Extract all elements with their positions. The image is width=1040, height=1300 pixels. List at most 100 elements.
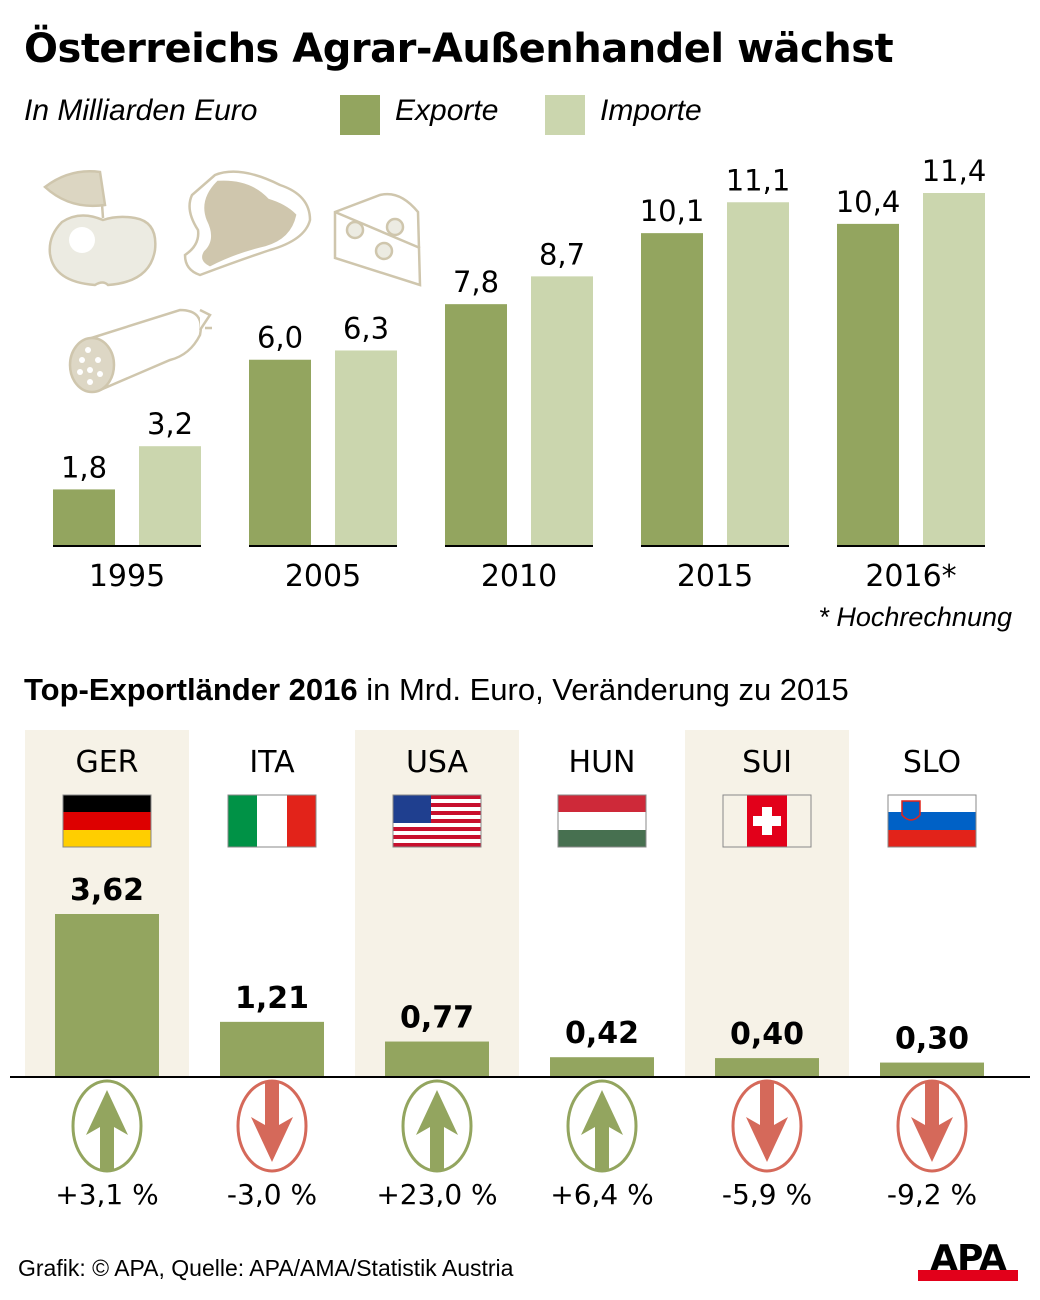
value-label: 10,4	[836, 185, 901, 219]
country-column-usa: USA 0,77 +23,0 %	[355, 730, 519, 1211]
flag-part	[393, 835, 481, 839]
value-label: 1,21	[235, 981, 309, 1016]
export-countries-chart: GER 3,62 +3,1 % ITA 1,21 -3,0 % USA 0,77 +23,0 %…	[10, 730, 1030, 1211]
legend-swatch-imports	[545, 95, 585, 135]
flag-ita-icon	[227, 794, 317, 848]
bar-export-ITA	[220, 1021, 324, 1076]
flag-part	[393, 823, 481, 827]
bar-export-USA	[385, 1041, 489, 1076]
change-label: +3,1 %	[55, 1178, 159, 1211]
flag-sui-icon	[722, 794, 812, 848]
flag-part	[393, 819, 481, 823]
value-label: 1,8	[61, 450, 107, 484]
flag-part	[558, 830, 646, 847]
flag-part	[257, 795, 287, 847]
slovenia-coat-of-arms	[901, 800, 921, 821]
footnote: * Hochrechnung	[818, 602, 1012, 632]
country-column-ita: ITA 1,21 -3,0 %	[220, 745, 324, 1211]
flag-part	[63, 795, 151, 812]
value-label: 11,4	[922, 154, 987, 188]
section-title-bold: Top-Exportländer 2016	[24, 672, 358, 707]
value-label: 0,30	[895, 1022, 969, 1057]
country-column-slo: SLO 0,30 -9,2 %	[880, 745, 984, 1211]
bar-import-1995	[139, 446, 201, 545]
arrow-down-icon	[731, 1079, 803, 1173]
flag-part	[393, 831, 481, 835]
bar-export-2016*	[837, 223, 899, 545]
bar-export-HUN	[550, 1057, 654, 1076]
arrow-shape	[911, 1082, 953, 1162]
country-code: SLO	[903, 745, 961, 780]
meat-icon	[183, 170, 312, 277]
apple-icon	[43, 170, 157, 287]
value-label: 0,40	[730, 1017, 804, 1052]
food-icons	[43, 170, 422, 394]
change-label: -9,2 %	[887, 1178, 977, 1211]
flag-border	[62, 794, 152, 848]
flag-part	[888, 812, 976, 830]
legend-label-imports: Importe	[600, 94, 702, 127]
value-label: 7,8	[453, 265, 499, 299]
flag-part	[393, 799, 481, 803]
value-label: 3,2	[147, 407, 193, 441]
change-label: +6,4 %	[550, 1178, 654, 1211]
arrow-shape	[581, 1090, 623, 1170]
arrow-up-icon	[71, 1079, 143, 1173]
country-code: GER	[75, 745, 138, 780]
change-label: -3,0 %	[227, 1178, 317, 1211]
arrow-shape	[416, 1090, 458, 1170]
flag-border	[557, 794, 647, 848]
bar-export-2015	[641, 233, 703, 545]
year-label: 2015	[677, 559, 753, 594]
change-label: +23,0 %	[376, 1178, 497, 1211]
bar-import-2010	[531, 276, 593, 545]
flag-part	[393, 827, 481, 831]
legend-label-exports: Exporte	[395, 94, 499, 127]
value-label: 6,3	[343, 311, 389, 345]
section-title: Top-Exportländer 2016 in Mrd. Euro, Verä…	[24, 672, 849, 708]
value-label: 6,0	[257, 321, 303, 355]
bar-export-2005	[249, 359, 311, 545]
arrow-down-icon	[236, 1079, 308, 1173]
cheese-icon	[333, 192, 422, 287]
value-label: 8,7	[539, 237, 585, 271]
chart-title: Österreichs Agrar-Außenhandel wächst	[24, 26, 894, 72]
value-label: 11,1	[726, 163, 791, 197]
flag-part	[393, 795, 481, 799]
flag-part	[753, 816, 781, 826]
arrow-up-icon	[401, 1079, 473, 1173]
country-code: USA	[406, 745, 469, 780]
source-credit: Grafik: © APA, Quelle: APA/AMA/Statistik…	[18, 1255, 514, 1281]
flag-part	[393, 811, 481, 815]
flag-part	[393, 807, 481, 811]
legend-swatch-exports	[340, 95, 380, 135]
value-label: 10,1	[640, 194, 705, 228]
arrow-up-icon	[566, 1079, 638, 1173]
change-label: -5,9 %	[722, 1178, 812, 1211]
trade-bar-chart: 1,8 3,2 1995 6,0 6,3 2005 7,8 8,7 2010 10,1 11,1 20…	[53, 154, 987, 594]
flag-part	[558, 795, 646, 812]
arrow-down-icon	[896, 1079, 968, 1173]
year-label: 1995	[89, 559, 165, 594]
column-shade	[355, 730, 519, 1076]
bar-import-2015	[727, 202, 789, 545]
country-column-sui: SUI 0,40 -5,9 %	[685, 730, 849, 1211]
flag-part	[558, 812, 646, 830]
year-label: 2005	[285, 559, 361, 594]
flag-usa-icon	[392, 794, 482, 848]
country-code: ITA	[249, 745, 295, 780]
flag-part	[393, 803, 481, 807]
flag-border	[887, 794, 977, 848]
flag-ger-icon	[62, 794, 152, 848]
bar-export-GER	[55, 914, 159, 1076]
bar-import-2016*	[923, 193, 985, 545]
apa-logo: APA	[918, 1238, 1018, 1281]
arrow-shape	[86, 1090, 128, 1170]
value-label: 0,77	[400, 1001, 474, 1036]
sausage-icon	[68, 308, 212, 394]
bar-export-1995	[53, 489, 115, 545]
bar-export-2010	[445, 304, 507, 545]
flag-part	[393, 839, 481, 843]
flag-part	[63, 812, 151, 830]
bar-export-SLO	[880, 1062, 984, 1076]
